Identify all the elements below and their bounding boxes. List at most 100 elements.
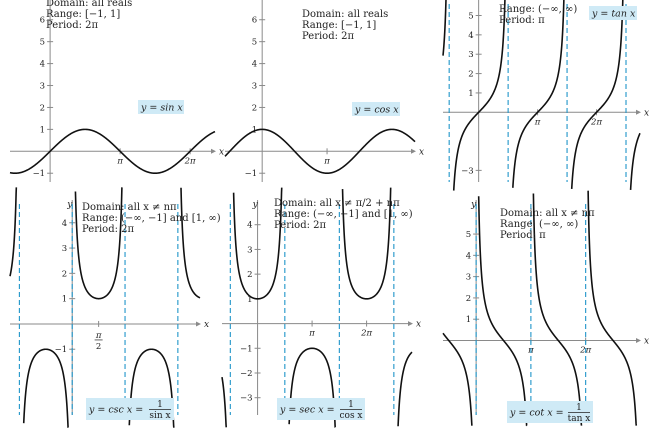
graph-info-line: Range: [−1, 1] bbox=[46, 9, 120, 20]
formula-label-box bbox=[86, 398, 174, 420]
formula-label-box bbox=[589, 6, 637, 20]
formula-label-box bbox=[138, 100, 184, 114]
y-tick-label: 3 bbox=[247, 245, 252, 255]
function-curve bbox=[221, 187, 413, 428]
y-tick-label: 4 bbox=[40, 60, 45, 70]
x-tick-label-denominator: 2 bbox=[96, 342, 101, 352]
graph-info-line: Period: π bbox=[499, 15, 545, 26]
graph-info-line: Domain: all reals bbox=[302, 9, 388, 20]
graph-info-line: Domain: all x ≠ π/2 + nπ bbox=[274, 198, 400, 209]
x-axis-label: x bbox=[219, 147, 224, 157]
x-axis-arrow bbox=[636, 337, 641, 343]
formula-label: y = cos x bbox=[352, 102, 400, 116]
x-axis-arrow bbox=[211, 148, 216, 154]
x-axis-label: x bbox=[416, 320, 421, 330]
y-tick-label: 2 bbox=[247, 270, 252, 280]
y-tick-label: −1 bbox=[245, 169, 258, 179]
y-tick-label: 4 bbox=[252, 60, 257, 70]
graph-info-line: Domain: all x ≠ nπ bbox=[500, 208, 595, 219]
y-tick-label: 3 bbox=[62, 244, 67, 254]
formula-label: y = sin x bbox=[138, 100, 184, 114]
function-curve bbox=[442, 0, 641, 191]
y-tick-label: −3 bbox=[240, 394, 253, 404]
y-tick-label: 1 bbox=[466, 315, 471, 325]
graph-info-line: Range: (−∞, −1] and [1, ∞) bbox=[82, 213, 221, 224]
y-tick-label: 4 bbox=[62, 219, 67, 229]
graph-info-line: Range: [−1, 1] bbox=[302, 20, 376, 31]
formula-numerator: 1 bbox=[576, 403, 582, 413]
x-axis-arrow bbox=[408, 321, 413, 327]
graph-info-line: Range: (−∞, −1] and [1, ∞) bbox=[274, 209, 413, 220]
formula-text: y = sec x = bbox=[279, 405, 335, 416]
formula-text: y = tan x bbox=[591, 9, 636, 20]
graph-info-line: Range: (−∞, ∞) bbox=[499, 4, 577, 15]
y-tick-label: 5 bbox=[40, 38, 45, 48]
y-tick-label: 1 bbox=[40, 125, 45, 135]
x-tick-label: 2π bbox=[590, 117, 602, 127]
x-axis-label: x bbox=[644, 108, 649, 118]
tangent-graph-panel: x 5 4 3 2 1 −3 π 2π Range: (−∞, ∞)Period: π y = ta… bbox=[442, 0, 649, 191]
x-tick-label: 2π bbox=[184, 156, 196, 166]
formula-denominator: cos x bbox=[339, 411, 362, 421]
y-tick-label: 4 bbox=[247, 221, 252, 231]
formula-label-box bbox=[277, 398, 365, 420]
formula-text: y = cot x = bbox=[509, 408, 564, 419]
y-axis-label: y bbox=[470, 200, 477, 210]
x-tick-label: π bbox=[534, 117, 541, 127]
x-axis-arrow bbox=[636, 109, 641, 115]
y-tick-label: 2 bbox=[468, 70, 473, 80]
y-tick-label: −3 bbox=[461, 166, 474, 176]
formula-label: y = tan x bbox=[589, 6, 637, 20]
y-tick-label: 6 bbox=[252, 16, 257, 26]
graph-info-line: Domain: all x ≠ nπ bbox=[82, 202, 177, 213]
y-tick-label: 4 bbox=[468, 31, 473, 41]
formula-denominator: tan x bbox=[568, 414, 591, 424]
y-tick-label: 3 bbox=[468, 50, 473, 60]
y-tick-label: 3 bbox=[252, 82, 257, 92]
function-curve bbox=[224, 128, 416, 175]
formula-text: y = sin x bbox=[140, 103, 183, 114]
formula-label-box bbox=[352, 102, 400, 116]
y-tick-label: 3 bbox=[466, 273, 471, 283]
x-axis-label: x bbox=[204, 320, 209, 330]
x-axis-label: x bbox=[419, 147, 424, 157]
y-tick-label: 5 bbox=[468, 11, 473, 21]
graph-info-line: Period: 2π bbox=[46, 20, 99, 31]
graph-info-line: Range: (−∞, ∞) bbox=[500, 219, 578, 230]
y-axis-label: y bbox=[66, 200, 73, 210]
x-tick-label: π bbox=[116, 156, 123, 166]
y-tick-label: 3 bbox=[40, 82, 45, 92]
y-tick-label: 2 bbox=[62, 269, 67, 279]
y-tick-label: 1 bbox=[62, 295, 67, 305]
formula-numerator: 1 bbox=[157, 400, 163, 410]
y-tick-label: 2 bbox=[252, 103, 257, 113]
graph-info-line: Period: 2π bbox=[274, 220, 327, 231]
graph-info-line: Period: 2π bbox=[302, 31, 355, 42]
y-tick-label: −1 bbox=[55, 345, 68, 355]
graph-info-line: Period: 2π bbox=[82, 224, 135, 235]
formula-text: y = csc x = bbox=[88, 405, 143, 416]
y-tick-label: −1 bbox=[240, 344, 253, 354]
secant-graph-panel: x y 4 3 2 1 −1 −2 −3 π 2π Domain: all x ≠ π/2 + nπR… bbox=[221, 187, 421, 428]
x-axis-label: x bbox=[644, 336, 649, 346]
function-curve bbox=[9, 128, 216, 175]
x-tick-label: 2π bbox=[360, 329, 372, 339]
y-axis-label: y bbox=[252, 200, 259, 210]
y-tick-label: −2 bbox=[240, 369, 253, 379]
x-tick-label-numerator: π bbox=[95, 331, 102, 341]
y-tick-label: 2 bbox=[466, 294, 471, 304]
y-tick-label: 5 bbox=[252, 38, 257, 48]
formula-text: y = cos x bbox=[354, 105, 399, 116]
formula-label-box bbox=[507, 401, 593, 423]
function-curve bbox=[9, 187, 201, 429]
x-axis-arrow bbox=[196, 321, 201, 327]
y-tick-label: −1 bbox=[33, 169, 46, 179]
y-tick-label: 1 bbox=[468, 89, 473, 99]
